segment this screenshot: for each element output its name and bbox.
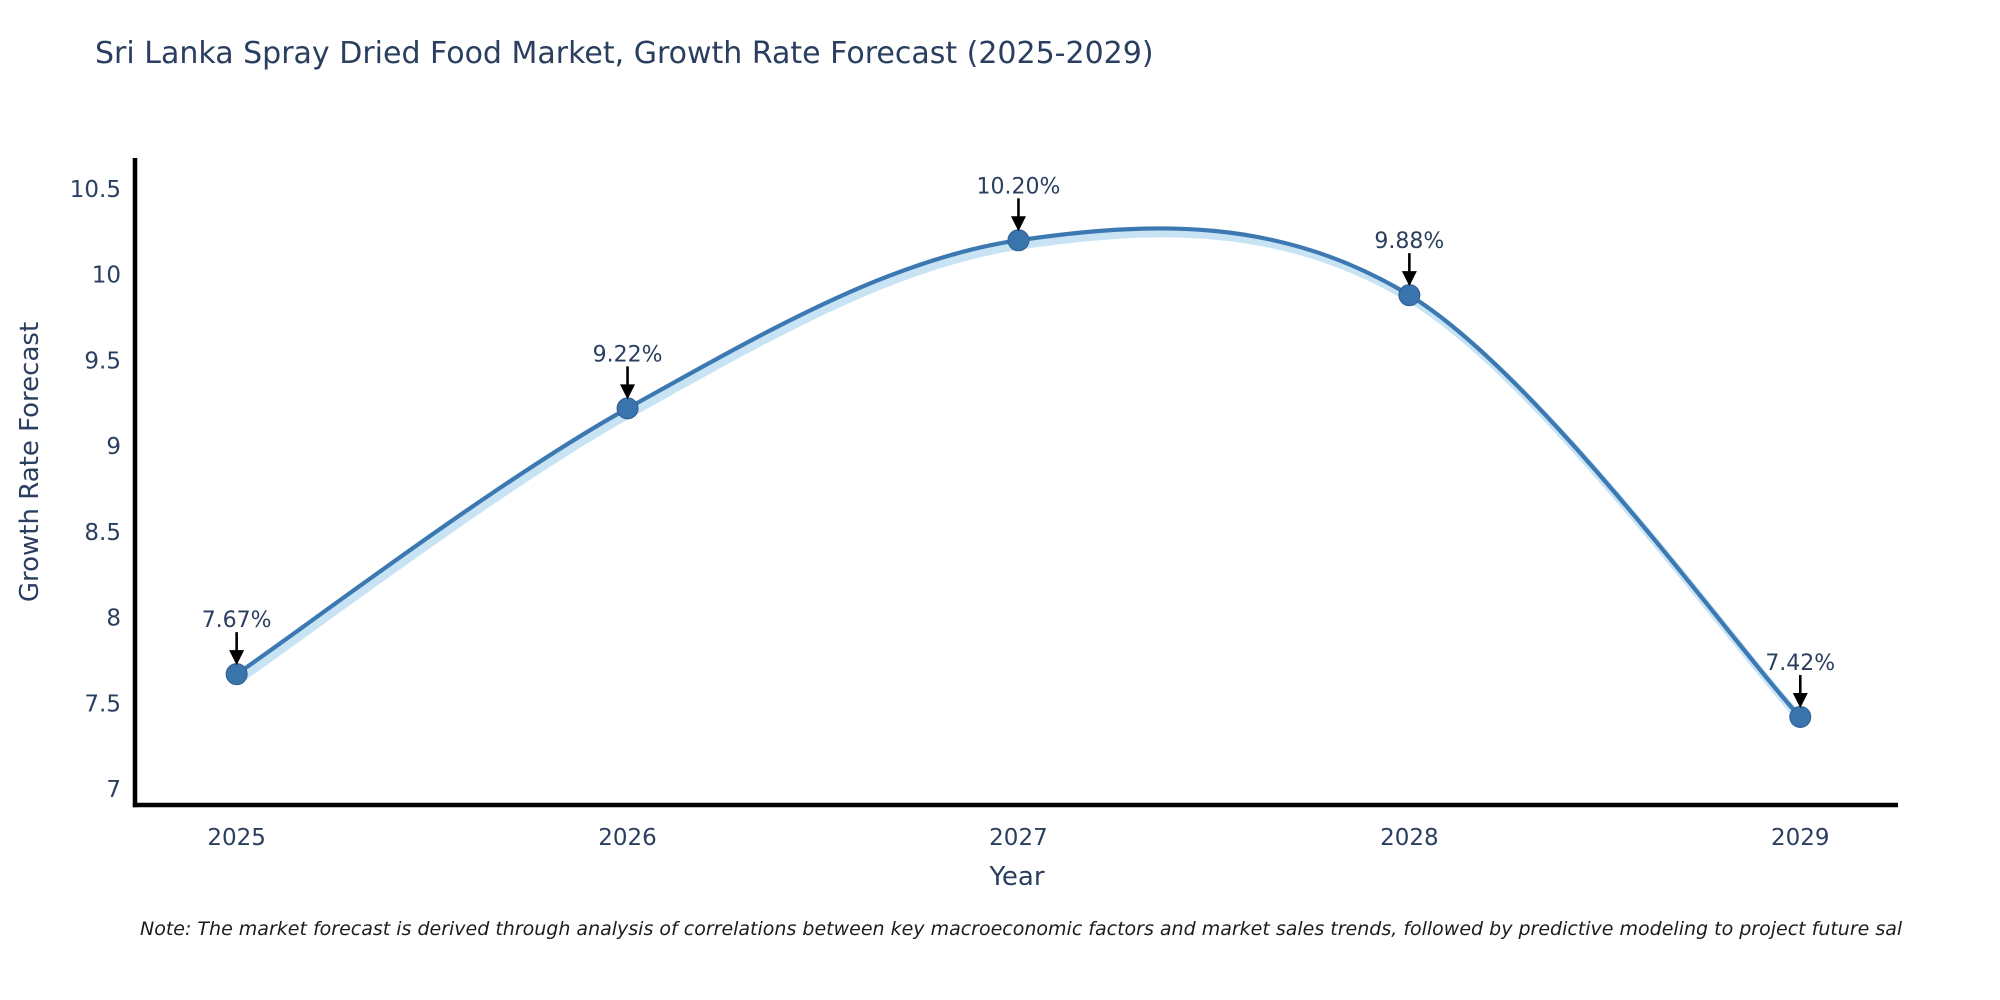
- annotation-value-label: 9.88%: [1374, 229, 1444, 254]
- annotation-arrowhead-icon: [229, 650, 245, 666]
- y-tick-label: 9: [106, 434, 121, 460]
- annotation-arrowhead-icon: [620, 384, 636, 400]
- annotation-value-label: 7.67%: [202, 608, 272, 633]
- data-point-2029[interactable]: [1789, 706, 1812, 729]
- x-tick-label: 2028: [1380, 825, 1439, 851]
- annotation-value-label: 10.20%: [977, 174, 1061, 199]
- annotation-arrowhead-icon: [1792, 693, 1808, 709]
- y-tick-label: 10: [92, 263, 121, 289]
- y-tick-label: 8.5: [84, 520, 121, 546]
- y-tick-label: 7: [106, 777, 121, 803]
- x-axis-title: Year: [989, 862, 1045, 892]
- series-line: [234, 226, 1803, 720]
- y-tick-label: 10.5: [70, 177, 121, 203]
- chart-title: Sri Lanka Spray Dried Food Market, Growt…: [95, 36, 1154, 71]
- footnote: Note: The market forecast is derived thr…: [140, 918, 1903, 940]
- y-tick-label: 7.5: [84, 691, 121, 717]
- annotation-arrowhead-icon: [1010, 216, 1026, 232]
- x-tick-label: 2025: [207, 825, 266, 851]
- y-tick-label: 8: [106, 606, 121, 632]
- data-point-2025[interactable]: [225, 663, 248, 686]
- data-point-2027[interactable]: [1007, 229, 1030, 252]
- annotation-value-label: 9.22%: [593, 342, 663, 367]
- x-tick-label: 2027: [989, 825, 1048, 851]
- data-point-2028[interactable]: [1398, 284, 1421, 307]
- y-tick-label: 9.5: [84, 348, 121, 374]
- series-line-glow: [235, 229, 1808, 727]
- annotation-arrowhead-icon: [1401, 271, 1417, 287]
- x-tick-label: 2026: [598, 825, 657, 851]
- data-point-2026[interactable]: [616, 397, 639, 420]
- x-tick-label: 2029: [1771, 825, 1830, 851]
- annotation-value-label: 7.42%: [1765, 651, 1835, 676]
